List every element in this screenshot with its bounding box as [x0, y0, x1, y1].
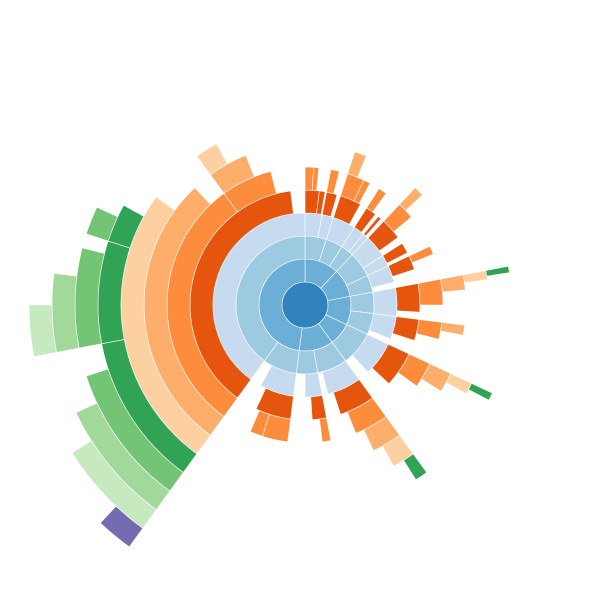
- sunburst-arc: [249, 410, 270, 437]
- sunburst-arc: [416, 319, 443, 340]
- sunburst-arc: [440, 274, 466, 293]
- sunburst-arc: [51, 272, 80, 353]
- sunburst-arc: [347, 151, 367, 178]
- sunburst-arc: [363, 215, 382, 237]
- sunburst-arc: [196, 143, 228, 176]
- sunburst-arc: [462, 270, 488, 284]
- sunburst-arc: [316, 190, 326, 215]
- sunburst-arc: [353, 179, 371, 204]
- sunburst-arc: [311, 166, 320, 191]
- sunburst-arc: [304, 372, 323, 398]
- sunburst-arc: [445, 373, 472, 395]
- sunburst-arc: [319, 417, 332, 443]
- sunburst-arc: [440, 321, 466, 336]
- sunburst-arc: [326, 169, 340, 194]
- sunburst-arc: [368, 313, 397, 340]
- sunburst-arc: [310, 395, 327, 421]
- sunburst-arc: [382, 242, 408, 264]
- sunburst-arc: [366, 188, 387, 213]
- sunburst-arc: [372, 287, 398, 317]
- sunburst-arc: [403, 453, 428, 481]
- sunburst-arc: [485, 265, 510, 277]
- sunburst-arc: [408, 245, 434, 264]
- sunburst-arc: [395, 283, 421, 313]
- sunburst-arc: [468, 382, 493, 401]
- sunburst-arc: [99, 505, 144, 548]
- sunburst-arc: [28, 304, 57, 358]
- sunburst-arc: [399, 187, 423, 211]
- sunburst-arc: [85, 206, 119, 242]
- sunburst-arc: [392, 316, 420, 341]
- sunburst-arc: [417, 278, 444, 306]
